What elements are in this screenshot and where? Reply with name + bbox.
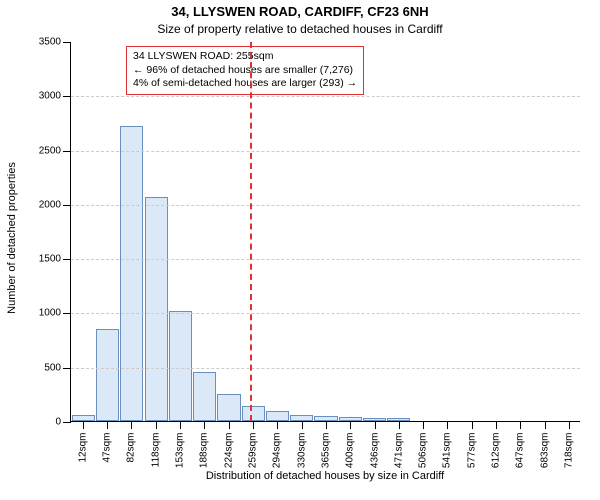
x-tick [545,421,546,429]
y-tick-label: 0 [55,417,61,428]
x-tick [302,421,303,429]
annotation-box: 34 LLYSWEN ROAD: 255sqm ← 96% of detache… [126,46,364,95]
annotation-line: 34 LLYSWEN ROAD: 255sqm [133,50,357,64]
y-tick [63,259,71,260]
x-tick [350,421,351,429]
x-tick [472,421,473,429]
gridline [71,368,580,369]
y-tick [63,42,71,43]
x-tick-label: 224sqm [223,433,234,469]
x-tick-label: 541sqm [442,433,453,469]
annotation-line: ← 96% of detached houses are smaller (7,… [133,64,357,78]
x-tick [520,421,521,429]
histogram-bar [96,329,119,421]
gridline [71,259,580,260]
histogram-bar [242,406,265,421]
histogram-bar [169,311,192,421]
y-tick-label: 1500 [39,254,61,265]
y-tick [63,368,71,369]
x-tick-label: 577sqm [466,433,477,469]
gridline [71,96,580,97]
x-tick [375,421,376,429]
y-tick [63,96,71,97]
y-tick [63,205,71,206]
histogram-bar [193,372,216,421]
x-tick-label: 118sqm [151,433,162,468]
x-tick-label: 47sqm [102,433,113,463]
x-tick-label: 294sqm [272,433,283,469]
y-axis-label: Number of detached properties [6,162,18,314]
chart-plot-area: 34 LLYSWEN ROAD: 255sqm ← 96% of detache… [70,42,580,422]
y-tick [63,422,71,423]
y-tick [63,151,71,152]
y-tick [63,313,71,314]
x-tick [83,421,84,429]
histogram-bar [145,197,168,421]
x-tick-label: 259sqm [248,433,259,469]
marker-line [250,42,252,421]
x-tick [277,421,278,429]
y-tick-label: 500 [44,362,61,373]
gridline [71,151,580,152]
x-tick-label: 153sqm [175,433,186,469]
x-tick [253,421,254,429]
x-tick [447,421,448,429]
x-tick-label: 82sqm [126,433,137,463]
x-tick-label: 471sqm [393,433,404,469]
x-tick [326,421,327,429]
x-tick [156,421,157,429]
x-tick [204,421,205,429]
x-tick-label: 330sqm [296,433,307,469]
histogram-bar [120,126,143,421]
x-tick [569,421,570,429]
y-tick-label: 2000 [39,199,61,210]
x-tick [229,421,230,429]
x-tick-label: 436sqm [369,433,380,469]
y-tick-label: 1000 [39,308,61,319]
x-tick-label: 12sqm [78,433,89,463]
x-tick [423,421,424,429]
y-tick-label: 3000 [39,91,61,102]
x-tick-label: 718sqm [563,433,574,469]
x-tick-label: 683sqm [539,433,550,469]
annotation-line: 4% of semi-detached houses are larger (2… [133,77,357,91]
x-tick-label: 612sqm [490,433,501,469]
x-tick [496,421,497,429]
gridline [71,313,580,314]
x-tick-label: 400sqm [345,433,356,469]
x-tick-label: 188sqm [199,433,210,469]
x-tick [399,421,400,429]
x-tick-label: 506sqm [418,433,429,469]
x-tick [131,421,132,429]
histogram-bar [266,411,289,421]
gridline [71,205,580,206]
y-tick-label: 2500 [39,145,61,156]
page-title: 34, LLYSWEN ROAD, CARDIFF, CF23 6NH [0,4,600,19]
x-tick-label: 365sqm [321,433,332,469]
page-subtitle: Size of property relative to detached ho… [0,22,600,36]
x-tick [107,421,108,429]
x-tick-label: 647sqm [515,433,526,469]
histogram-bar [217,394,240,421]
x-axis-label: Distribution of detached houses by size … [70,470,580,482]
y-tick-label: 3500 [39,37,61,48]
x-tick [180,421,181,429]
